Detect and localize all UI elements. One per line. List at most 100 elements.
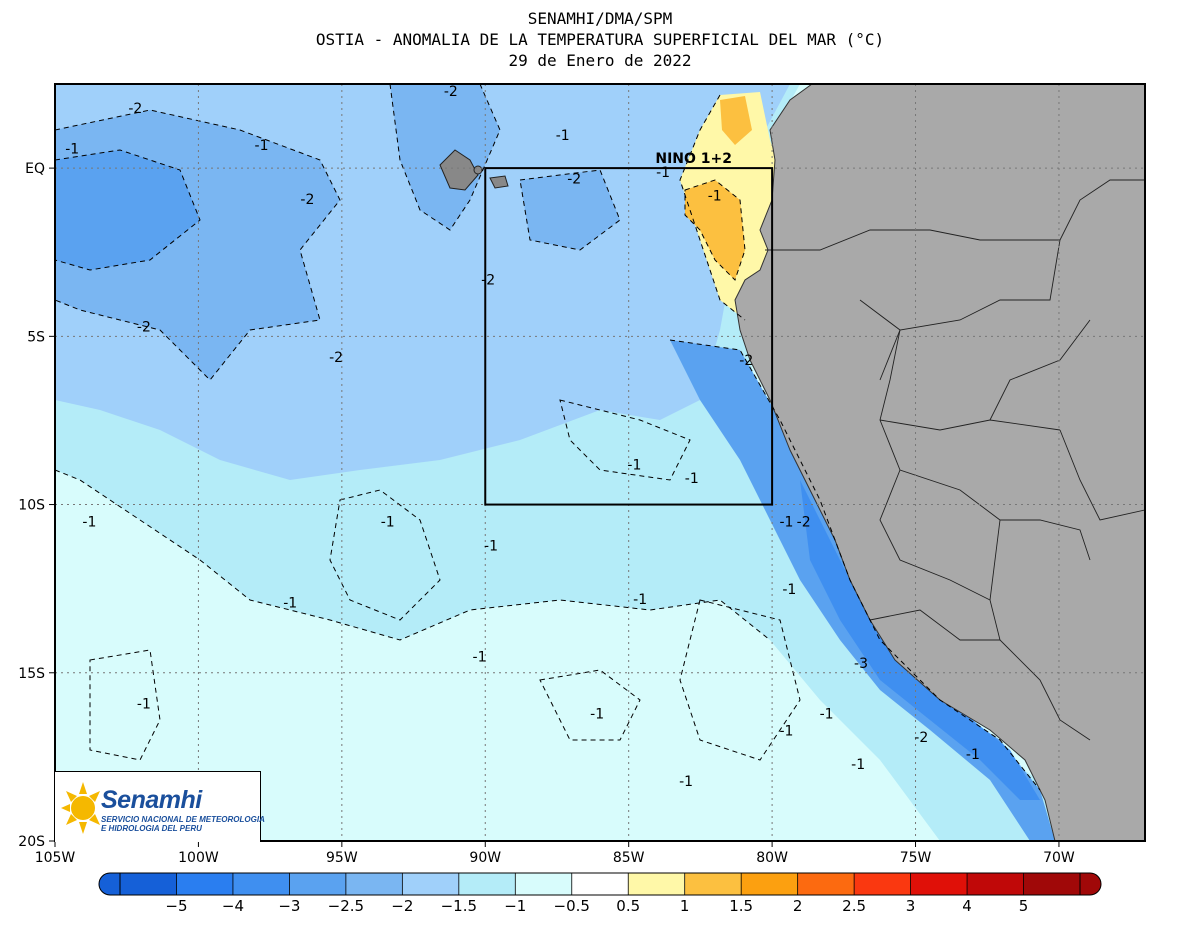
colorbar-segment (910, 873, 968, 895)
contour-label: -2 (300, 192, 314, 208)
anomaly-contours (55, 84, 1041, 791)
x-tick-label: 105W (35, 850, 76, 866)
colorbar-tick-label: −0.5 (553, 897, 590, 915)
contour-label: -1 (656, 165, 670, 181)
title-product: OSTIA - ANOMALIA DE LA TEMPERATURA SUPER… (315, 30, 885, 49)
sun-logo-icon (61, 782, 100, 834)
colorbar (98, 872, 1102, 896)
contour-labels: -2 -1 -1 -2 -1 -1 -2 -2 -1 -2 -2 -2 -2 -1 -1 -1 -1 -1 -2 -1… (65, 84, 980, 790)
contour-label: -2 (914, 730, 928, 746)
colorbar-tick-label: −2 (391, 897, 414, 915)
colorbar-tick-label: −2.5 (327, 897, 365, 915)
colorbar-tick-label: −5 (165, 897, 188, 915)
colorbar-segment (967, 873, 1025, 895)
contour-label: -3 (854, 656, 868, 672)
colorbar-segment (797, 873, 855, 895)
anomaly-warm-1-north (720, 96, 752, 145)
contour-label: -1 (137, 696, 151, 712)
colorbar-tick-label: 2.5 (842, 897, 867, 915)
colorbar-segment (176, 873, 234, 895)
contour-label: -2 (329, 350, 343, 366)
contour-label: -1 (708, 188, 722, 204)
axis-ticks: 105W 100W 95W 90W 85W 80W 75W 70W EQ 5S 10S 15S 20S (18, 161, 1075, 866)
colorbar-segment (571, 873, 629, 895)
contour-label: -1 (473, 649, 487, 665)
colorbar-tick-label: 2 (792, 897, 803, 915)
contour-label: -1 (851, 757, 865, 773)
galapagos-islands (439, 149, 509, 191)
anomaly-region-coast-strong (800, 480, 1040, 800)
contour-label: -1 (283, 595, 297, 611)
x-tick-label: 85W (613, 850, 645, 866)
colorbar-segment (854, 873, 912, 895)
contour-label: -1 (966, 747, 980, 763)
contour-label: -2 (128, 101, 142, 117)
y-tick-label: 5S (27, 329, 45, 345)
colorbar-tick-label: −1 (504, 897, 527, 915)
colorbar-segment (1023, 873, 1081, 895)
colorbar-segment (684, 873, 742, 895)
contour-label: -2 (797, 515, 811, 531)
colorbar-segment (120, 873, 177, 895)
nino-1-2-box (484, 167, 774, 506)
graticule (55, 84, 1145, 841)
y-tick-label: 15S (18, 666, 45, 682)
logo-name: Senamhi (101, 786, 202, 814)
y-tick-label: 20S (18, 834, 45, 850)
contour-label: -1 (782, 582, 796, 598)
x-tick-label: 80W (756, 850, 788, 866)
contour-label: -1 (779, 515, 793, 531)
x-tick-label: 100W (178, 850, 219, 866)
map-area: -2 -1 -1 -2 -1 -1 -2 -2 -1 -2 -2 -2 -2 -1 -1 -1 -1 -1 -2 -1… (55, 84, 1145, 841)
colorbar-segment (345, 873, 403, 895)
colorbar-tick-label: −1.5 (440, 897, 478, 915)
nino-box-label: NINO 1+2 (655, 151, 732, 167)
contour-label: -1 (556, 128, 570, 144)
contour-label: -1 (484, 538, 498, 554)
colorbar-segment (458, 873, 516, 895)
colorbar-tick-label: 4 (962, 897, 972, 915)
colorbar-tick-label: −3 (278, 897, 301, 915)
contour-label: -2 (444, 84, 458, 100)
colorbar-segment (402, 873, 460, 895)
colorbar-outline (119, 872, 1081, 896)
contour-label: -1 (820, 707, 834, 723)
contour-label: -2 (137, 320, 151, 336)
colorbar-segment (515, 873, 573, 895)
south-america-land (734, 84, 1145, 841)
contour-label: -2 (567, 172, 581, 188)
contour-label: -2 (739, 353, 753, 369)
colorbar-left-cap (98, 872, 121, 896)
colorbar-segment (289, 873, 347, 895)
title-date: 29 de Enero de 2022 (508, 51, 692, 70)
contour-label: -1 (685, 471, 699, 487)
contour-label: -1 (679, 774, 693, 790)
colorbar-tick-label: 0.5 (616, 897, 641, 915)
contour-label: -1 (65, 141, 79, 157)
contour-label: -1 (633, 592, 647, 608)
colorbar-tick-label: 3 (905, 897, 916, 915)
contour-label: -1 (779, 723, 793, 739)
colorbar-segment (232, 873, 290, 895)
anomaly-region-west (55, 150, 200, 270)
contour-label: -1 (627, 458, 641, 474)
senamhi-logo: Senamhi SERVICIO NACIONAL DE METEOROLOGI… (55, 771, 265, 842)
contour-label: -1 (381, 515, 395, 531)
colorbar-segment (741, 873, 799, 895)
anomaly-warm-1 (685, 180, 745, 280)
country-borders (765, 179, 1145, 741)
contour-label: -1 (255, 138, 269, 154)
x-tick-label: 95W (326, 850, 358, 866)
x-tick-label: 90W (469, 850, 501, 866)
contour-label: -2 (481, 273, 495, 289)
y-tick-label: EQ (25, 161, 45, 177)
contour-label: -1 (82, 515, 96, 531)
colorbar-tick-label: −4 (221, 897, 244, 915)
x-tick-label: 70W (1043, 850, 1075, 866)
map-title: SENAMHI/DMA/SPM OSTIA - ANOMALIA DE LA T… (0, 8, 1200, 71)
map-frame (54, 83, 1146, 842)
x-tick-label: 75W (900, 850, 932, 866)
title-agency: SENAMHI/DMA/SPM (527, 9, 673, 28)
anomaly-region-2p5-c (520, 170, 620, 250)
